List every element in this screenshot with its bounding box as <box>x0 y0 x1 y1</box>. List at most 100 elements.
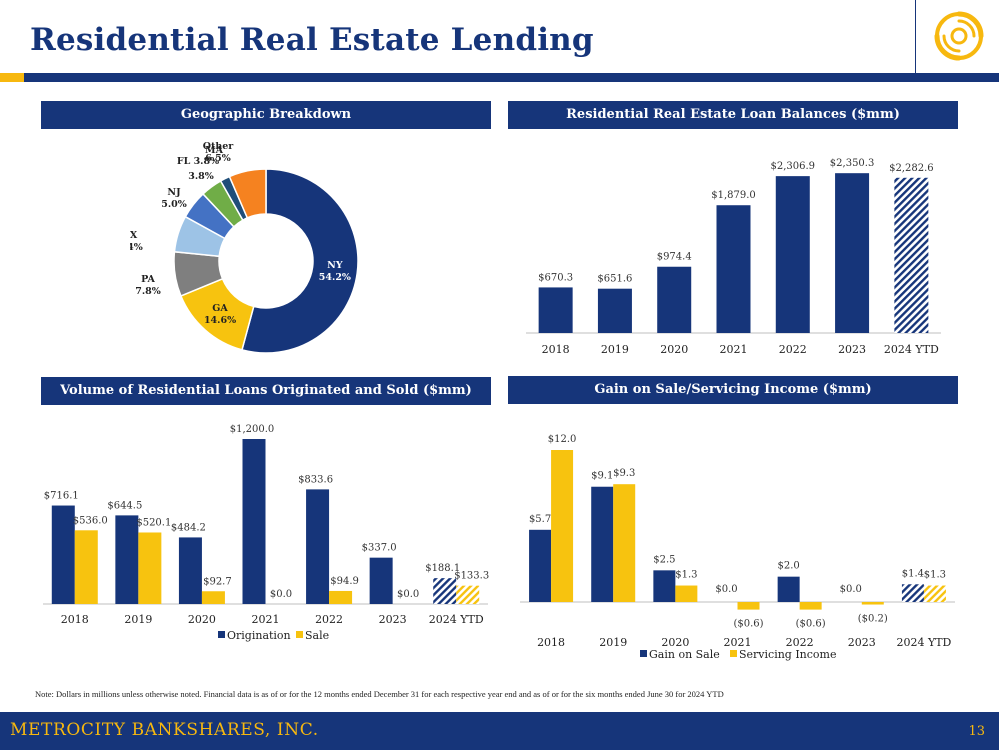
sale-data-label: $0.0 <box>270 589 292 600</box>
origination-data-label: $644.5 <box>107 500 142 511</box>
legend-swatch-gain-on-sale <box>640 650 647 657</box>
balance-x-tick: 2021 <box>720 343 748 356</box>
origination-data-label: $484.2 <box>171 522 206 533</box>
origination-bar <box>242 439 266 604</box>
servicing-income-bar <box>737 602 760 610</box>
origination-volume-bar-chart: $716.1 $536.0 2018 $644.5 $520.1 2019 $484.2 $9… <box>43 424 489 642</box>
donut-label-ga: GA <box>212 303 228 314</box>
origination-bar <box>369 557 393 604</box>
origination-data-label: $716.1 <box>44 491 79 502</box>
footer: METROCITY BANKSHARES, INC. 13 <box>0 712 999 750</box>
sale-data-label: $133.3 <box>454 571 489 582</box>
balance-x-tick: 2019 <box>601 343 629 356</box>
donut-label-other: Other <box>203 141 235 152</box>
balance-bar <box>894 177 929 333</box>
sale-bar <box>201 591 225 604</box>
page-title: Residential Real Estate Lending <box>30 22 594 58</box>
gain-x-tick: 2022 <box>786 636 814 649</box>
donut-value-ny: 54.2% <box>319 272 351 283</box>
donut-label-ny: NY <box>327 260 343 271</box>
donut-label-tx: TX <box>130 230 138 241</box>
servicing-income-data-label: ($0.6) <box>796 619 826 630</box>
donut-value-tx: 6.4% <box>130 242 143 253</box>
balance-bar <box>716 205 751 333</box>
gain-panel-header: Gain on Sale/Servicing Income ($mm) <box>508 376 958 404</box>
sale-bar <box>456 585 480 604</box>
legend-label-sale: Sale <box>305 629 329 642</box>
origination-bar <box>433 578 457 604</box>
donut-value-nj: 5.0% <box>161 199 187 210</box>
balance-data-label: $2,282.6 <box>889 163 934 174</box>
gain-on-sale-data-label: $2.0 <box>778 561 800 572</box>
balance-data-label: $651.6 <box>597 274 632 285</box>
balance-x-tick: 2020 <box>660 343 688 356</box>
origination-bar <box>178 537 202 604</box>
origination-data-label: $188.1 <box>425 563 460 574</box>
servicing-income-data-label: $1.3 <box>924 570 946 581</box>
legend-swatch-servicing-income <box>730 650 737 657</box>
sale-data-label: $520.1 <box>136 517 171 528</box>
origination-bar <box>306 489 330 604</box>
sale-bar <box>138 532 162 604</box>
sale-bar <box>329 590 353 604</box>
gain-on-sale-data-label: $1.4 <box>902 568 924 579</box>
donut-label-ma: MA <box>205 145 224 156</box>
donut-value-ga: 14.6% <box>204 315 236 326</box>
volume-x-tick: 2024 YTD <box>429 613 484 626</box>
loan-balances-bar-chart: $670.3 2018 $651.6 2019 $974.4 2020 $1,879.0 20… <box>526 158 941 356</box>
volume-x-tick: 2022 <box>315 613 343 626</box>
balance-x-tick: 2023 <box>838 343 866 356</box>
gain-on-sale-bar <box>529 529 552 602</box>
volume-panel-header: Volume of Residential Loans Originated a… <box>41 377 491 405</box>
footnote: Note: Dollars in millions unless otherwi… <box>35 689 724 699</box>
gain-on-sale-bar <box>777 576 800 602</box>
volume-x-tick: 2019 <box>124 613 152 626</box>
servicing-income-bar <box>923 585 946 602</box>
balance-data-label: $974.4 <box>657 252 692 263</box>
volume-x-tick: 2018 <box>61 613 89 626</box>
balance-bar <box>597 288 632 333</box>
donut-value-pa: 7.8% <box>135 286 161 297</box>
servicing-income-bar <box>799 602 822 610</box>
volume-x-tick: 2021 <box>252 613 280 626</box>
balance-x-tick: 2022 <box>779 343 807 356</box>
sale-data-label: $536.0 <box>73 515 108 526</box>
balance-data-label: $1,879.0 <box>711 190 756 201</box>
legend-label-origination: Origination <box>227 629 291 642</box>
page-number: 13 <box>968 724 985 739</box>
servicing-income-bar <box>613 484 636 602</box>
donut-label-pa: PA <box>141 274 155 285</box>
gain-x-tick: 2024 YTD <box>896 636 951 649</box>
gain-x-tick: 2020 <box>661 636 689 649</box>
balances-panel-header: Residential Real Estate Loan Balances ($… <box>508 101 958 129</box>
legend-label-servicing-income: Servicing Income <box>739 648 837 661</box>
gain-x-tick: 2021 <box>724 636 752 649</box>
origination-data-label: $833.6 <box>298 474 333 485</box>
origination-bar <box>51 505 75 604</box>
gain-x-tick: 2023 <box>848 636 876 649</box>
sale-data-label: $92.7 <box>203 576 232 587</box>
swirl-logo-icon <box>934 11 984 61</box>
gain-x-tick: 2019 <box>599 636 627 649</box>
donut-slice-ny <box>241 168 359 354</box>
balance-bar <box>538 287 573 333</box>
gain-on-sale-data-label: $0.0 <box>715 584 737 595</box>
gain-x-tick: 2018 <box>537 636 565 649</box>
donut-value-other: 6.5% <box>205 153 231 164</box>
gain-on-sale-data-label: $0.0 <box>840 584 862 595</box>
origination-data-label: $1,200.0 <box>230 424 275 435</box>
sale-bar <box>74 530 98 604</box>
legend-label-gain-on-sale: Gain on Sale <box>649 648 720 661</box>
gain-on-sale-data-label: $2.5 <box>653 554 675 565</box>
balance-data-label: $670.3 <box>538 272 573 283</box>
servicing-income-data-label: $12.0 <box>548 434 577 445</box>
servicing-income-bar <box>861 602 884 605</box>
servicing-income-data-label: ($0.6) <box>733 619 763 630</box>
balance-bar <box>835 173 870 333</box>
title-rule <box>0 73 999 82</box>
donut-label-nj: NJ <box>167 187 181 198</box>
balance-bar <box>657 266 692 333</box>
donut-label-fl: FL 3.8% <box>177 156 219 167</box>
gain-on-sale-bar <box>901 584 924 602</box>
